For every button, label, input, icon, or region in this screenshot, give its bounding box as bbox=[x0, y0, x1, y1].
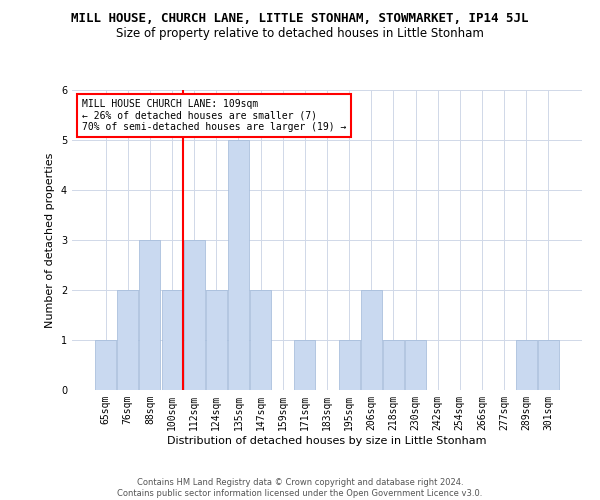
Bar bbox=[118, 290, 139, 390]
Bar bbox=[538, 340, 559, 390]
X-axis label: Distribution of detached houses by size in Little Stonham: Distribution of detached houses by size … bbox=[167, 436, 487, 446]
Bar bbox=[95, 340, 116, 390]
Text: MILL HOUSE, CHURCH LANE, LITTLE STONHAM, STOWMARKET, IP14 5JL: MILL HOUSE, CHURCH LANE, LITTLE STONHAM,… bbox=[71, 12, 529, 26]
Bar bbox=[383, 340, 404, 390]
Bar bbox=[405, 340, 426, 390]
Bar bbox=[338, 340, 359, 390]
Bar bbox=[228, 140, 249, 390]
Bar bbox=[206, 290, 227, 390]
Bar bbox=[361, 290, 382, 390]
Text: MILL HOUSE CHURCH LANE: 109sqm
← 26% of detached houses are smaller (7)
70% of s: MILL HOUSE CHURCH LANE: 109sqm ← 26% of … bbox=[82, 99, 347, 132]
Y-axis label: Number of detached properties: Number of detached properties bbox=[46, 152, 55, 328]
Text: Size of property relative to detached houses in Little Stonham: Size of property relative to detached ho… bbox=[116, 28, 484, 40]
Bar bbox=[184, 240, 205, 390]
Bar bbox=[250, 290, 271, 390]
Text: Contains HM Land Registry data © Crown copyright and database right 2024.
Contai: Contains HM Land Registry data © Crown c… bbox=[118, 478, 482, 498]
Bar bbox=[295, 340, 316, 390]
Bar bbox=[161, 290, 182, 390]
Bar bbox=[515, 340, 536, 390]
Bar bbox=[139, 240, 160, 390]
